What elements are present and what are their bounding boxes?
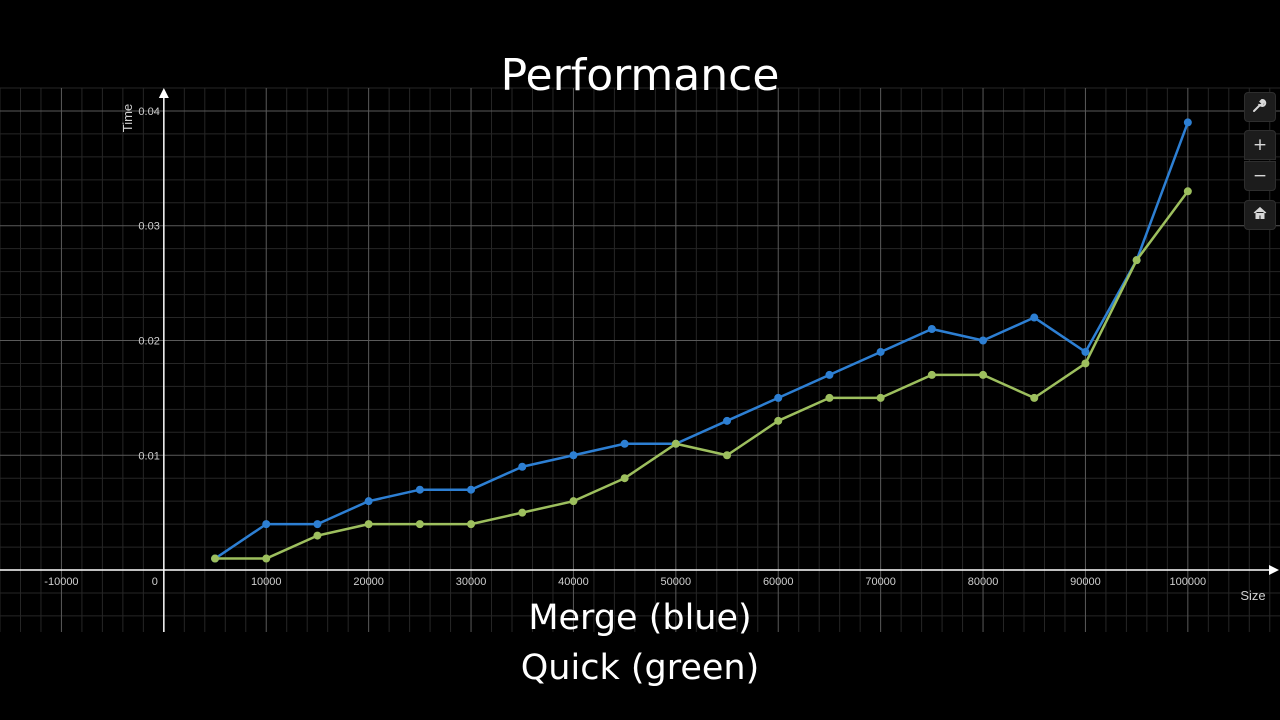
plus-icon: + xyxy=(1252,135,1268,155)
series-point-1 xyxy=(620,474,629,483)
series-point-1 xyxy=(979,370,988,379)
home-icon xyxy=(1253,205,1267,225)
series-point-1 xyxy=(723,451,732,460)
series-point-0 xyxy=(876,347,885,356)
y-tick-label: 0.03 xyxy=(138,221,159,233)
series-point-1 xyxy=(211,554,220,563)
page-title: Performance xyxy=(500,50,780,101)
y-tick-label: 0.02 xyxy=(138,335,159,347)
x-tick-label: 10000 xyxy=(251,576,282,588)
home-button[interactable] xyxy=(1244,200,1276,230)
x-tick-label: 100000 xyxy=(1169,576,1206,588)
series-point-1 xyxy=(364,520,373,529)
series-point-1 xyxy=(1183,187,1192,196)
series-point-1 xyxy=(876,393,885,402)
series-point-0 xyxy=(518,462,527,471)
series-point-0 xyxy=(313,520,322,529)
x-tick-label: 60000 xyxy=(763,576,794,588)
series-point-1 xyxy=(518,508,527,517)
x-axis-label: Size xyxy=(1240,588,1265,603)
series-point-1 xyxy=(467,520,476,529)
minus-icon: − xyxy=(1252,166,1268,186)
series-point-0 xyxy=(1183,118,1192,127)
zoom-in-button[interactable]: + xyxy=(1244,130,1276,160)
series-point-0 xyxy=(774,393,783,402)
zoom-out-button[interactable]: − xyxy=(1244,161,1276,191)
series-point-0 xyxy=(415,485,424,494)
series-point-0 xyxy=(620,439,629,448)
series-point-1 xyxy=(671,439,680,448)
x-tick-label: 30000 xyxy=(456,576,487,588)
series-line-1 xyxy=(215,190,1189,560)
series-point-0 xyxy=(1030,313,1039,322)
x-tick-label: 70000 xyxy=(865,576,896,588)
caption-merge: Merge (blue) xyxy=(528,598,752,638)
series-point-1 xyxy=(569,497,578,506)
series-point-0 xyxy=(1081,347,1090,356)
series-point-1 xyxy=(313,531,322,540)
series-point-0 xyxy=(364,497,373,506)
series-point-1 xyxy=(262,554,271,563)
series-point-1 xyxy=(1132,256,1141,265)
x-tick-label: 80000 xyxy=(968,576,999,588)
series-point-1 xyxy=(927,370,936,379)
minor-grid xyxy=(0,87,1280,632)
series-point-1 xyxy=(1081,359,1090,368)
y-axis-arrow xyxy=(158,88,169,98)
series-line-0 xyxy=(214,121,1190,560)
series-point-1 xyxy=(774,416,783,425)
y-axis-label: Time xyxy=(120,104,135,132)
x-tick-label: -10000 xyxy=(44,576,78,588)
series-group xyxy=(211,118,1192,563)
series-point-0 xyxy=(979,336,988,345)
series-point-0 xyxy=(927,325,936,334)
series-point-0 xyxy=(569,451,578,460)
series-point-0 xyxy=(467,485,476,494)
x-tick-label: 0 xyxy=(152,576,158,588)
axes xyxy=(0,88,1279,632)
caption-quick: Quick (green) xyxy=(520,648,760,688)
series-point-0 xyxy=(825,370,834,379)
y-tick-label: 0.04 xyxy=(138,106,159,118)
tick-labels: -10000 0 10000 20000 30000 40000 50000 60000 700… xyxy=(44,106,1206,588)
x-axis-arrow xyxy=(1269,565,1279,576)
x-tick-label: 20000 xyxy=(353,576,384,588)
series-point-1 xyxy=(825,393,834,402)
x-tick-label: 40000 xyxy=(558,576,589,588)
series-point-1 xyxy=(1030,393,1039,402)
x-tick-label: 50000 xyxy=(661,576,692,588)
wrench-icon xyxy=(1252,97,1268,118)
settings-button[interactable] xyxy=(1244,92,1276,122)
series-point-0 xyxy=(723,416,732,425)
series-point-0 xyxy=(262,520,271,529)
x-tick-label: 90000 xyxy=(1070,576,1101,588)
y-tick-label: 0.01 xyxy=(138,450,159,462)
series-point-1 xyxy=(415,520,424,529)
